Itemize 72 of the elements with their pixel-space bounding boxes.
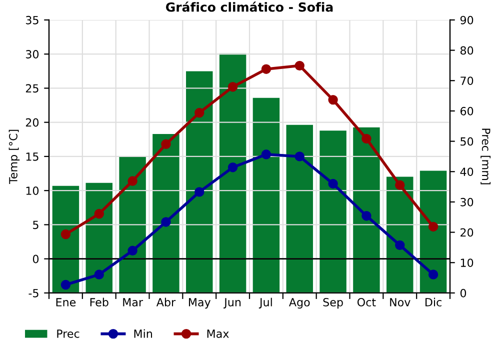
bar <box>152 134 180 293</box>
point <box>261 64 272 74</box>
point <box>428 222 438 232</box>
x-tick-label: Jul <box>258 298 272 308</box>
point <box>428 270 438 280</box>
y2-tick-label: 30 <box>460 198 474 206</box>
point <box>161 139 171 150</box>
y2-tick-label: 70 <box>460 76 474 85</box>
bar <box>386 176 414 293</box>
point <box>194 108 204 118</box>
x-tick-label: Mar <box>123 298 144 306</box>
y-axis-title: Temp [°C] <box>8 130 20 184</box>
y2-axis-title: Prec [mm] <box>480 128 491 184</box>
y-tick-label: 10 <box>26 186 39 195</box>
bar <box>119 156 146 293</box>
point <box>60 280 71 290</box>
point <box>395 180 405 190</box>
y2-tick-label: 10 <box>460 258 474 267</box>
y2-tick-label: 60 <box>460 106 474 116</box>
x-tick-label: Sep <box>323 298 343 309</box>
x-tick-label: Abr <box>156 298 176 306</box>
y2-tick-label: 90 <box>460 16 474 24</box>
point <box>194 187 204 197</box>
legend-label: Max <box>207 330 229 338</box>
legend-label: Prec <box>57 330 80 338</box>
bar <box>286 124 313 293</box>
x-tick-label: Jun <box>224 298 241 308</box>
bar <box>320 130 346 293</box>
y-tick-label: 5 <box>33 220 38 230</box>
x-tick-label: Dic <box>426 298 442 306</box>
point <box>228 82 238 92</box>
y2-tick-label: 80 <box>460 46 474 55</box>
bar <box>353 127 380 293</box>
y-tick-label: 35 <box>26 16 38 24</box>
y-tick-label: 25 <box>26 84 38 93</box>
point <box>362 134 372 144</box>
legend-label: Min <box>134 329 152 338</box>
chart-title: Gráfico climático - Sofia <box>166 2 333 12</box>
point <box>395 240 405 250</box>
y2-tick-label: 40 <box>460 168 474 176</box>
x-tick-label: Ene <box>56 298 76 306</box>
point <box>94 208 104 219</box>
point <box>128 246 138 256</box>
x-tick-label: Feb <box>90 298 108 306</box>
bar <box>219 53 246 293</box>
y-tick-label: -5 <box>28 289 38 298</box>
y2-tick-label: 20 <box>460 228 474 237</box>
y-tick-label: 20 <box>26 118 39 127</box>
point <box>328 178 338 189</box>
point <box>294 152 304 162</box>
x-tick-label: May <box>188 298 211 309</box>
x-tick-label: Oct <box>357 298 376 306</box>
bar <box>52 186 80 293</box>
point <box>294 60 304 71</box>
point <box>94 270 104 280</box>
bar <box>252 98 280 293</box>
y-tick-label: 15 <box>26 152 38 161</box>
y-tick-label: 0 <box>32 254 39 264</box>
point <box>362 210 372 221</box>
x-tick-label: Nov <box>390 298 410 306</box>
point <box>128 176 138 186</box>
y2-tick-label: 50 <box>460 137 474 146</box>
point <box>328 94 338 105</box>
point <box>161 217 171 227</box>
bar <box>186 71 213 293</box>
y-tick-label: 30 <box>26 50 39 58</box>
y2-tick-label: 0 <box>460 288 466 298</box>
point <box>261 150 272 160</box>
point <box>228 162 238 172</box>
point <box>60 229 71 240</box>
x-tick-label: Ago <box>288 298 310 309</box>
bar <box>420 170 447 293</box>
